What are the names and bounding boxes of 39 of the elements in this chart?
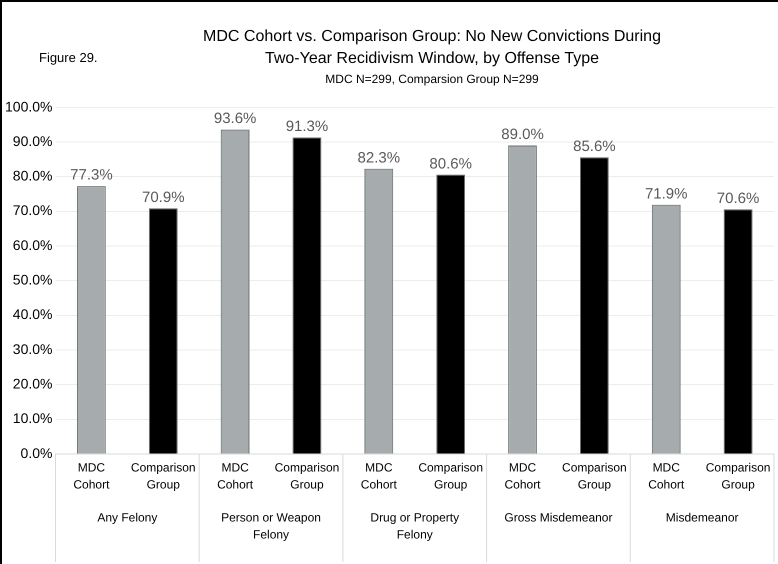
y-tick-label: 20.0% — [12, 376, 52, 392]
data-label: 91.3% — [286, 118, 328, 136]
y-tick-label: 70.0% — [12, 202, 52, 218]
x-tick-label: Any Felony — [97, 510, 158, 524]
data-label: 71.9% — [644, 185, 688, 202]
y-tick-label: 60.0% — [12, 236, 52, 253]
y-tick-label: 80.0% — [12, 168, 52, 184]
y-tick-label: 10.0% — [12, 410, 52, 426]
y-tick-label: 100.0% — [5, 98, 52, 114]
chart-subtitle: MDC N=299, Comparsion Group N=299 — [324, 72, 540, 86]
text: Comparison Group — [130, 460, 196, 492]
x-tick-label: Person or Weapon Felony — [221, 510, 321, 542]
data-label: 70.9% — [142, 188, 185, 206]
y-tick-label: 40.0% — [12, 306, 52, 322]
x-tick-label: Misdemeanor — [666, 510, 738, 524]
y-tick-label: 30.0% — [12, 340, 52, 357]
y-tick-label: 0.0% — [20, 444, 52, 461]
data-label: 82.3% — [358, 149, 400, 166]
chart-title: MDC Cohort vs. Comparison Group: No New Convictions During Two-Year Recidivism Window, by Offense Type — [202, 27, 662, 69]
text: MDC Cohort — [73, 460, 110, 492]
data-label: 89.0% — [501, 126, 544, 144]
data-label: 85.6% — [573, 138, 616, 155]
data-label: 80.6% — [429, 155, 472, 172]
series-label: MDC Cohort — [360, 460, 398, 492]
series-label: Comparison Group — [706, 460, 770, 492]
data-label: 70.6% — [716, 190, 760, 207]
text: MDC Cohort — [504, 460, 541, 492]
text: Comparison Group — [562, 460, 627, 492]
y-tick-label: 50.0% — [12, 272, 52, 288]
text: Comparison Group — [274, 460, 340, 492]
y-tick-label: 90.0% — [12, 132, 52, 149]
x-tick-label: Drug or Property Felony — [370, 510, 460, 542]
caption: Figure 29. — [39, 50, 98, 65]
x-tick-label: Gross Misdemeanor — [504, 510, 612, 524]
data-label: 77.3% — [70, 166, 113, 184]
text: Comparison Group — [418, 460, 484, 492]
text: MDC Cohort — [217, 460, 254, 492]
data-label: 93.6% — [214, 110, 256, 128]
text: MDC Cohort — [648, 460, 684, 492]
